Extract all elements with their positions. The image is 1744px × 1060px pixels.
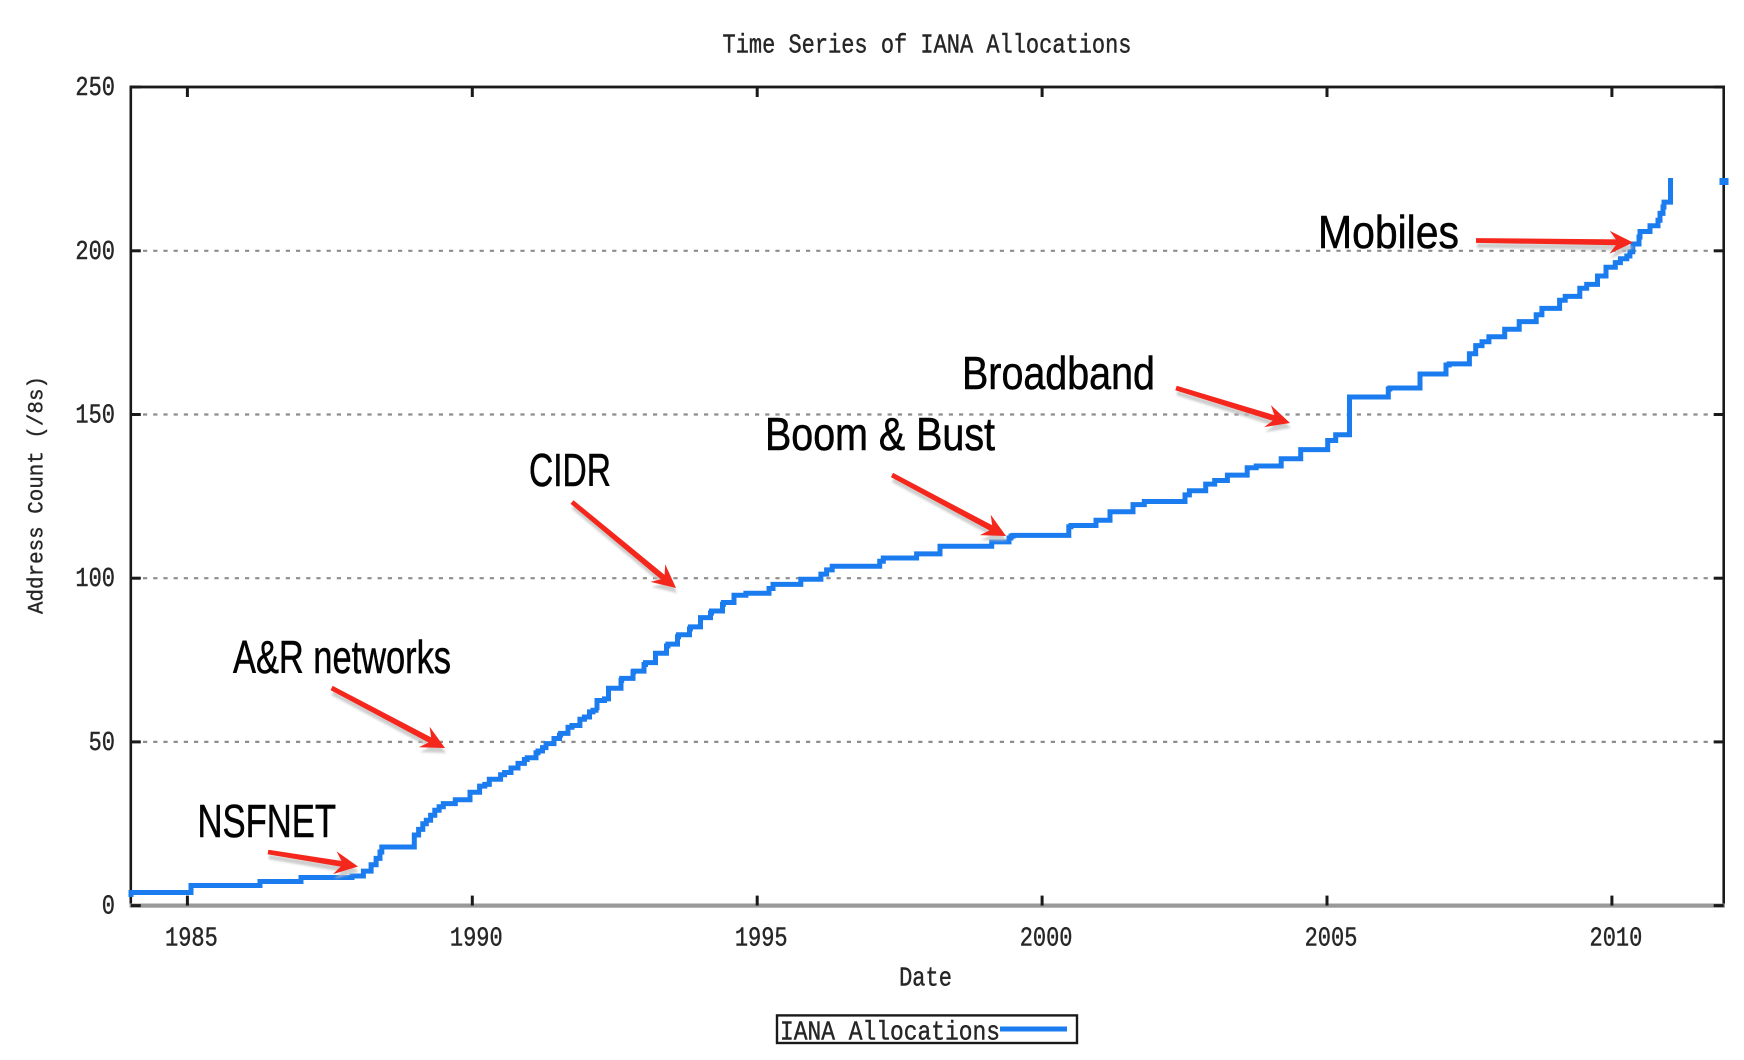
svg-text:Address Count (/8s): Address Count (/8s) xyxy=(25,376,50,614)
svg-text:250: 250 xyxy=(75,74,115,103)
svg-text:1985: 1985 xyxy=(165,925,218,954)
svg-text:50: 50 xyxy=(89,729,115,758)
svg-text:150: 150 xyxy=(75,402,115,431)
svg-text:Date: Date xyxy=(899,965,952,994)
svg-text:IANA Allocations: IANA Allocations xyxy=(780,1019,1000,1048)
svg-text:Time Series of IANA Allocation: Time Series of IANA Allocations xyxy=(723,32,1132,61)
svg-text:100: 100 xyxy=(75,566,115,595)
svg-text:0: 0 xyxy=(102,893,115,922)
svg-text:2000: 2000 xyxy=(1020,925,1073,954)
svg-text:2010: 2010 xyxy=(1590,925,1643,954)
svg-text:1995: 1995 xyxy=(735,925,788,954)
svg-text:2005: 2005 xyxy=(1305,925,1358,954)
svg-text:1990: 1990 xyxy=(450,925,503,954)
svg-text:CIDR: CIDR xyxy=(529,444,611,496)
svg-text:Boom & Bust: Boom & Bust xyxy=(765,408,995,460)
svg-text:A&R networks: A&R networks xyxy=(233,631,451,683)
svg-text:Mobiles: Mobiles xyxy=(1318,206,1459,258)
svg-text:Broadband: Broadband xyxy=(962,347,1155,399)
svg-text:NSFNET: NSFNET xyxy=(198,795,337,847)
svg-text:200: 200 xyxy=(75,238,115,267)
